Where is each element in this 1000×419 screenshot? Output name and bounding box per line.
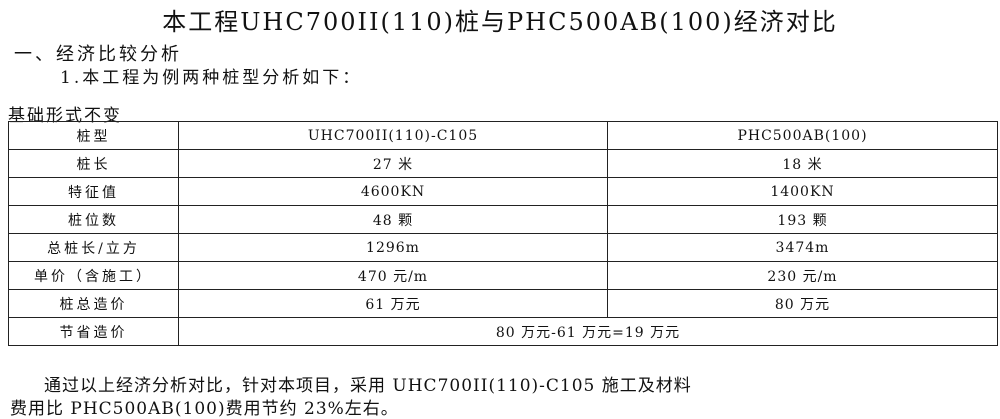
row-label: 总桩长/立方: [8, 233, 179, 262]
row-label: 桩长: [8, 149, 179, 178]
row-label: 单价（含施工）: [8, 261, 179, 290]
table-cell: 48 颗: [178, 205, 608, 234]
page-title: 本工程UHC700II(110)桩与PHC500AB(100)经济对比: [162, 8, 838, 36]
table-cell: 1296m: [178, 233, 608, 262]
conclusion-line-2: 费用比 PHC500AB(100)费用节约 23%左右。: [10, 399, 399, 419]
table-cell: 18 米: [607, 149, 998, 178]
table-cell: UHC700II(110)-C105: [178, 121, 608, 150]
table-cell: 3474m: [607, 233, 998, 262]
section-heading: 一、经济比较分析: [14, 44, 182, 65]
table-row: 桩总造价 61 万元 80 万元: [8, 289, 998, 318]
table-row: 桩型 UHC700II(110)-C105 PHC500AB(100): [8, 121, 998, 150]
table-row: 桩长 27 米 18 米: [8, 149, 998, 178]
table-cell: 1400KN: [607, 177, 998, 206]
subsection-heading: 1.本工程为例两种桩型分析如下：: [60, 68, 363, 88]
table-cell: 4600KN: [178, 177, 608, 206]
row-label: 节省造价: [8, 317, 179, 346]
saving-value: 80 万元-61 万元=19 万元: [178, 317, 998, 346]
table-row: 特征值 4600KN 1400KN: [8, 177, 998, 206]
table-cell: 80 万元: [607, 289, 998, 318]
table-cell: 27 米: [178, 149, 608, 178]
table-cell: 470 元/m: [178, 261, 608, 290]
table-cell: PHC500AB(100): [607, 121, 998, 150]
conclusion-line-1: 通过以上经济分析对比，针对本项目，采用 UHC700II(110)-C105 施…: [44, 376, 692, 396]
table-row: 总桩长/立方 1296m 3474m: [8, 233, 998, 262]
table-cell: 193 颗: [607, 205, 998, 234]
table-cell: 61 万元: [178, 289, 608, 318]
table-row: 单价（含施工） 470 元/m 230 元/m: [8, 261, 998, 290]
row-label: 桩位数: [8, 205, 179, 234]
row-label: 桩总造价: [8, 289, 179, 318]
row-label: 桩型: [8, 121, 179, 150]
table-cell: 230 元/m: [607, 261, 998, 290]
table-row: 桩位数 48 颗 193 颗: [8, 205, 998, 234]
row-label: 特征值: [8, 177, 179, 206]
table-row-saving: 节省造价 80 万元-61 万元=19 万元: [8, 317, 998, 346]
